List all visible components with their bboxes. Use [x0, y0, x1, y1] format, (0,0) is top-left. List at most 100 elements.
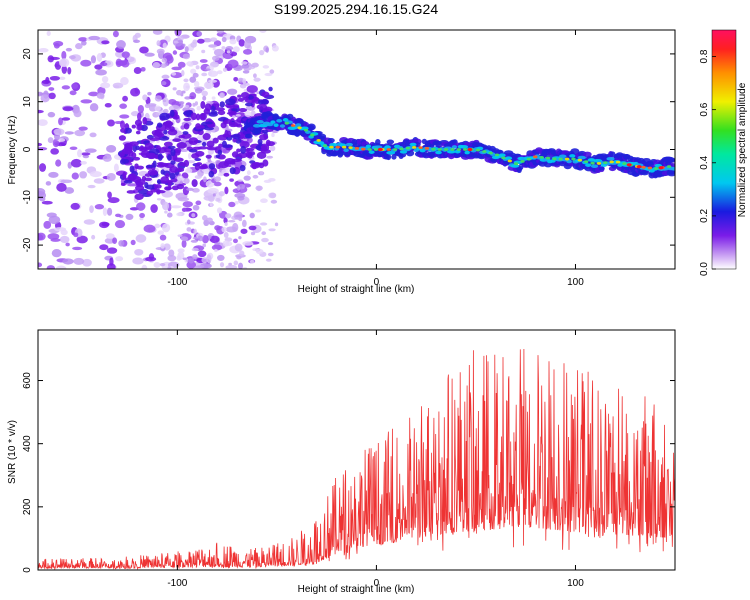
- noise-blob: [274, 222, 279, 227]
- noise-blob: [121, 59, 130, 68]
- noise-blob: [99, 244, 109, 251]
- noise-blob: [55, 159, 62, 167]
- noise-blob: [71, 172, 79, 180]
- ridge-blob: [670, 158, 675, 163]
- snr-frame: [37, 329, 676, 571]
- signal-blob: [248, 151, 256, 156]
- noise-blob: [38, 233, 44, 241]
- noise-blob: [255, 209, 262, 213]
- noise-blob: [154, 105, 161, 112]
- ridge-core: [365, 144, 372, 149]
- ridge-peak: [482, 150, 487, 153]
- signal-blob: [225, 98, 236, 106]
- ridge-blob: [386, 139, 395, 145]
- noise-blob: [101, 40, 110, 45]
- noise-blob: [140, 67, 146, 72]
- ridge-peak: [577, 158, 583, 162]
- noise-blob: [62, 106, 74, 112]
- noise-blob: [250, 231, 256, 236]
- noise-blob: [176, 89, 183, 96]
- signal-blob: [218, 143, 223, 148]
- spectrogram-y-tick-label: 10: [22, 96, 33, 108]
- ridge-core: [459, 145, 469, 149]
- ridge-peak: [520, 160, 525, 163]
- signal-blob: [208, 170, 215, 178]
- noise-blob: [127, 183, 139, 187]
- ridge-peak: [654, 167, 659, 170]
- noise-blob: [41, 200, 53, 205]
- ridge-peak: [341, 145, 347, 149]
- noise-blob: [150, 204, 158, 213]
- signal-blob: [123, 179, 133, 184]
- signal-blob: [136, 165, 144, 170]
- noise-blob: [93, 178, 105, 184]
- signal-blob: [197, 125, 205, 129]
- noise-blob: [89, 170, 102, 178]
- ridge-peak: [386, 148, 391, 151]
- noise-blob: [244, 40, 251, 49]
- noise-blob: [62, 258, 74, 265]
- noise-blob: [141, 264, 148, 269]
- noise-blob: [58, 58, 70, 68]
- noise-blob: [218, 191, 225, 197]
- noise-blob: [144, 52, 155, 57]
- noise-blob: [155, 112, 160, 116]
- noise-blob: [263, 179, 272, 183]
- noise-blob: [210, 37, 218, 42]
- noise-blob: [96, 92, 105, 99]
- noise-blob: [162, 97, 169, 107]
- noise-blob: [171, 66, 182, 71]
- signal-blob: [206, 147, 218, 151]
- noise-blob: [184, 104, 190, 109]
- signal-blob: [240, 145, 247, 154]
- noise-blob: [173, 105, 180, 110]
- noise-blob: [168, 249, 175, 257]
- ridge-blob: [598, 166, 605, 171]
- noise-blob: [102, 154, 112, 162]
- noise-blob: [187, 257, 195, 264]
- signal-blob: [170, 178, 178, 183]
- signal-blob: [202, 133, 211, 141]
- noise-blob: [109, 257, 114, 266]
- noise-blob: [223, 232, 229, 238]
- ridge-core: [343, 148, 349, 153]
- ridge-peak: [284, 121, 290, 125]
- noise-blob: [148, 253, 155, 261]
- noise-blob: [182, 43, 186, 47]
- signal-blob: [118, 135, 127, 141]
- noise-blob: [249, 212, 255, 219]
- noise-blob: [60, 179, 73, 184]
- noise-blob: [265, 47, 269, 53]
- noise-blob: [146, 103, 157, 107]
- noise-blob: [162, 99, 167, 103]
- noise-blob: [190, 68, 197, 74]
- noise-blob: [38, 91, 44, 97]
- noise-blob: [208, 71, 212, 76]
- spectrogram-heatmap: [38, 30, 675, 269]
- noise-blob: [260, 198, 268, 204]
- noise-blob: [251, 62, 259, 68]
- signal-blob: [160, 176, 170, 184]
- noise-blob: [235, 114, 241, 117]
- noise-blob: [229, 38, 237, 45]
- noise-blob: [259, 171, 264, 175]
- spectrogram-y-tick-label: 0: [22, 146, 33, 152]
- noise-blob: [59, 76, 66, 81]
- ridge-core: [253, 124, 261, 128]
- ridge-peak: [373, 148, 379, 151]
- signal-blob: [182, 110, 194, 116]
- noise-blob: [182, 53, 191, 60]
- noise-blob: [48, 87, 55, 91]
- noise-blob: [201, 72, 208, 77]
- signal-blob: [256, 151, 267, 159]
- signal-blob: [260, 149, 271, 154]
- signal-blob: [243, 97, 249, 101]
- ridge-core: [368, 150, 375, 154]
- noise-blob: [90, 55, 97, 64]
- noise-blob: [239, 250, 245, 257]
- noise-blob: [46, 30, 51, 37]
- signal-blob: [183, 117, 192, 122]
- signal-blob: [183, 122, 190, 130]
- noise-blob: [230, 51, 238, 57]
- noise-blob: [221, 46, 226, 50]
